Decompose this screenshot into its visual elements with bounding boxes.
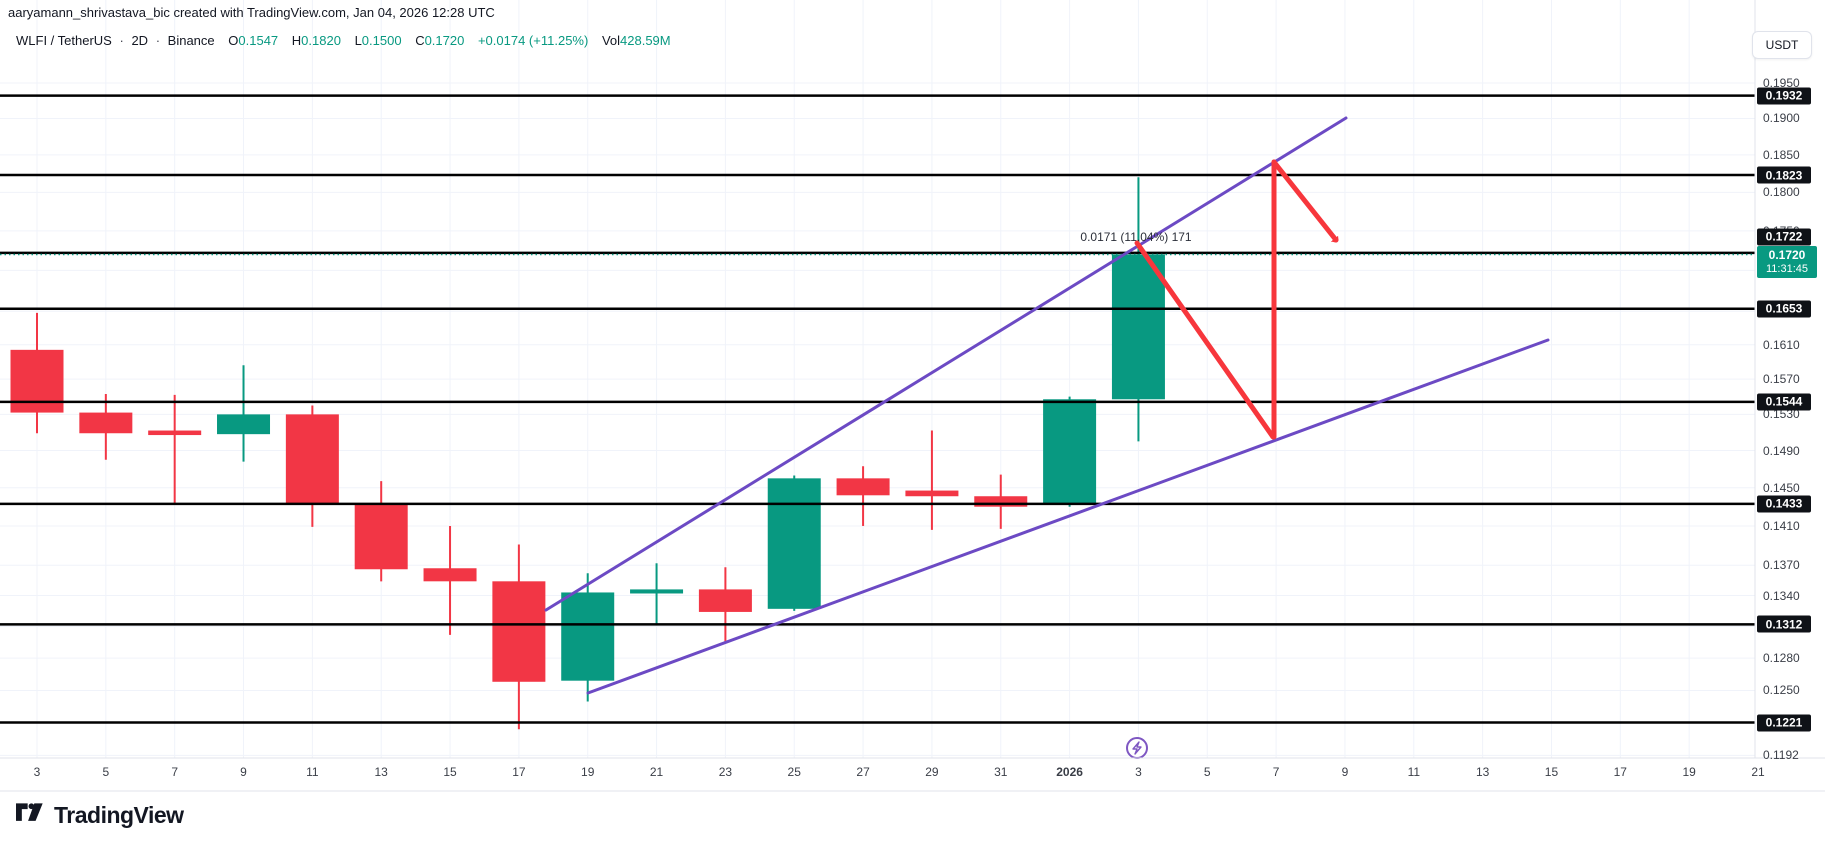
time-scale-label: 19 bbox=[581, 765, 595, 779]
time-scale-label: 21 bbox=[649, 765, 664, 779]
price-scale-label: 0.1192 bbox=[1763, 748, 1799, 763]
projection-arrow[interactable] bbox=[1271, 159, 1339, 243]
event-lightning-icon[interactable] bbox=[1126, 737, 1148, 759]
time-scale-label: 25 bbox=[787, 765, 801, 779]
close-label: C bbox=[415, 33, 425, 48]
plot-area bbox=[0, 0, 1755, 758]
candle-body bbox=[217, 414, 271, 435]
time-scale-label: 11 bbox=[306, 765, 319, 779]
candle-body bbox=[1111, 254, 1165, 400]
legend-separator: · bbox=[119, 33, 124, 48]
price-level-badge: 0.1544 bbox=[1757, 393, 1811, 411]
candle-body bbox=[492, 581, 546, 682]
price-level-badge: 0.1312 bbox=[1757, 615, 1811, 633]
candle-body bbox=[1043, 399, 1097, 504]
close-value: 0.1720 bbox=[424, 33, 465, 48]
candle-body bbox=[974, 496, 1028, 507]
current-price-badge: 0.1720 11:31:45 bbox=[1757, 246, 1817, 279]
time-scale-label: 13 bbox=[1475, 765, 1490, 779]
price-level-badge: 0.1221 bbox=[1757, 714, 1811, 732]
watermark-attribution: aaryamann_shrivastava_bic created with T… bbox=[8, 5, 495, 20]
price-scale-label: 0.1530 bbox=[1763, 407, 1800, 422]
price-level-badge: 0.1433 bbox=[1757, 495, 1811, 513]
legend-separator: · bbox=[155, 33, 161, 48]
candle-body bbox=[836, 478, 890, 496]
time-scale-label: 9 bbox=[1341, 765, 1349, 779]
time-scale-label: 3 bbox=[1135, 765, 1142, 779]
time-scale-label: 5 bbox=[102, 765, 110, 779]
price-level-badge: 0.1722 bbox=[1757, 228, 1811, 246]
time-scale-label: 3 bbox=[33, 765, 41, 779]
price-scale-label: 0.1370 bbox=[1763, 558, 1800, 573]
low-value: 0.1500 bbox=[361, 33, 402, 48]
tradingview-logo[interactable]: TradingView bbox=[16, 800, 184, 830]
time-scale-label: 21 bbox=[1751, 765, 1765, 779]
time-scale-label: 5 bbox=[1203, 765, 1211, 779]
trendline-upper[interactable] bbox=[544, 116, 1348, 612]
time-scale-label: 17 bbox=[1613, 765, 1627, 779]
price-scale-label: 0.1900 bbox=[1763, 111, 1800, 126]
bar-countdown: 11:31:45 bbox=[1765, 263, 1808, 276]
price-scale-label: 0.1950 bbox=[1763, 76, 1800, 90]
candle-body bbox=[630, 589, 684, 594]
price-scale-label: 0.1570 bbox=[1763, 372, 1800, 387]
price-level-badge: 0.1823 bbox=[1757, 166, 1811, 184]
price-scale-label: 0.1340 bbox=[1763, 588, 1800, 603]
time-scale-label: 11 bbox=[1407, 765, 1421, 779]
time-scale-label: 15 bbox=[443, 765, 457, 779]
price-scale-label: 0.1850 bbox=[1763, 147, 1800, 162]
tradingview-logo-icon bbox=[16, 803, 43, 821]
trendline-lower[interactable] bbox=[586, 338, 1550, 695]
time-scale-label: 9 bbox=[240, 765, 247, 779]
volume-value: 428.59M bbox=[620, 33, 671, 48]
price-scale-label: 0.1450 bbox=[1763, 480, 1800, 495]
candle-body bbox=[148, 430, 202, 436]
measure-annotation: 0.0171 (11.04%) 171 bbox=[1080, 230, 1192, 244]
open-value: 0.1547 bbox=[238, 33, 279, 48]
change-value: +0.0174 (+11.25%) bbox=[477, 33, 589, 48]
high-label: H bbox=[291, 33, 302, 48]
volume-label: Vol bbox=[601, 33, 621, 48]
price-scale-label: 0.1490 bbox=[1763, 443, 1800, 458]
candle-body bbox=[79, 412, 133, 434]
candle-body bbox=[561, 592, 615, 681]
time-scale-label: 27 bbox=[856, 765, 870, 779]
time-scale-label: 31 bbox=[994, 765, 1008, 779]
candle-body bbox=[698, 589, 752, 612]
high-value: 0.1820 bbox=[301, 33, 341, 48]
candle-body bbox=[767, 478, 821, 609]
time-scale-label: 2026 bbox=[1056, 765, 1083, 779]
candle-body bbox=[354, 503, 408, 570]
time-scale-label: 19 bbox=[1682, 765, 1696, 779]
symbol-name[interactable]: WLFI / TetherUS bbox=[16, 33, 112, 48]
price-level-badge: 0.1653 bbox=[1757, 300, 1811, 318]
time-scale-label: 7 bbox=[171, 765, 179, 779]
price-scale-label: 0.1610 bbox=[1763, 337, 1800, 352]
price-scale-label: 0.1800 bbox=[1763, 185, 1800, 200]
exchange-label[interactable]: Binance bbox=[167, 33, 215, 48]
time-scale-label: 13 bbox=[374, 765, 388, 779]
time-scale-label: 23 bbox=[718, 765, 733, 779]
price-scale-label: 0.1280 bbox=[1763, 651, 1800, 666]
projection-arrow[interactable] bbox=[1134, 240, 1276, 440]
symbol-legend[interactable]: WLFI / TetherUS · 2D · Binance O0.1547 H… bbox=[16, 33, 671, 48]
interval-label[interactable]: 2D bbox=[131, 33, 149, 48]
open-label: O bbox=[228, 33, 239, 48]
time-scale-label: 15 bbox=[1544, 765, 1559, 779]
time-scale-label: 29 bbox=[925, 765, 939, 779]
candle-body bbox=[423, 568, 477, 582]
time-scale-label: 7 bbox=[1272, 765, 1280, 779]
candle-body bbox=[905, 490, 959, 497]
price-level-badge: 0.1932 bbox=[1757, 87, 1811, 105]
currency-toggle-button[interactable]: USDT bbox=[1752, 31, 1812, 59]
price-scale-label: 0.1250 bbox=[1763, 683, 1800, 698]
current-price-value: 0.1720 bbox=[1768, 248, 1806, 263]
price-scale-label: 0.1410 bbox=[1763, 518, 1800, 533]
tradingview-logo-text: TradingView bbox=[54, 801, 184, 828]
candle-body bbox=[285, 414, 339, 504]
low-label: L bbox=[354, 33, 362, 48]
time-scale-label: 17 bbox=[512, 765, 526, 779]
